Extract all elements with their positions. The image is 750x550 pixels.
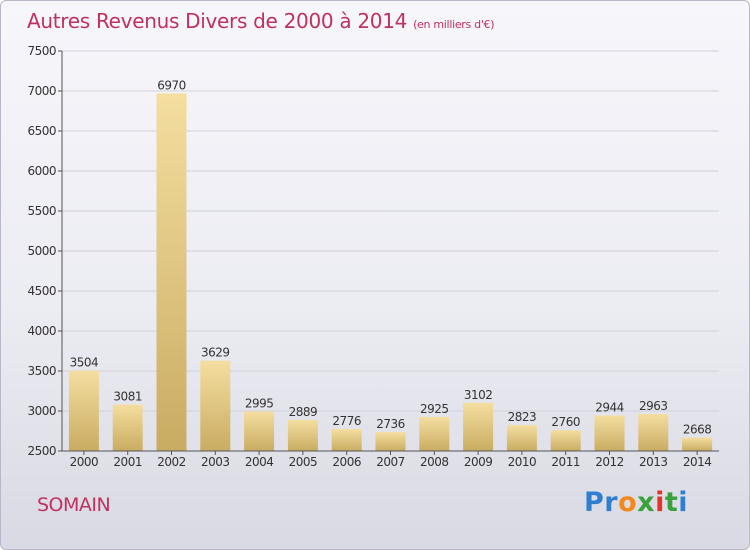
x-tick-label: 2009 [464,455,493,469]
x-tick-label: 2010 [508,455,537,469]
bar-2005 [287,419,318,451]
x-tick-label: 2013 [639,455,668,469]
bar-2014 [682,437,713,451]
y-tick-label: 5000 [27,244,56,258]
x-tick-label: 2004 [245,455,274,469]
proxiti-logo[interactable]: Proxiti [584,487,689,518]
data-label: 3504 [70,356,99,370]
y-tick-label: 4500 [27,284,56,298]
data-label: 2889 [289,405,318,419]
data-label: 2963 [639,399,668,413]
x-tick-label: 2003 [201,455,230,469]
y-tick-label: 7000 [27,84,56,98]
x-tick-label: 2007 [376,455,405,469]
x-tick-label: 2006 [332,455,361,469]
chart-title-text: Autres Revenus Divers de 2000 à 2014 [27,9,408,33]
data-label: 2944 [595,400,624,414]
bar-2004 [244,411,275,451]
x-tick-label: 2012 [595,455,624,469]
x-tick-label: 2002 [157,455,186,469]
bar-2003 [200,360,231,451]
y-tick-label: 5500 [27,204,56,218]
y-tick-label: 3500 [27,364,56,378]
y-tick-label: 7500 [27,44,56,58]
x-tick-label: 2001 [113,455,142,469]
bar-2012 [594,415,625,451]
data-label: 2823 [508,410,537,424]
data-label: 2668 [683,423,712,437]
x-tick-label: 2011 [551,455,580,469]
data-label: 3102 [464,388,493,402]
data-label: 2760 [551,415,580,429]
bar-2011 [550,430,581,451]
y-tick-label: 4000 [27,324,56,338]
data-label: 2736 [376,417,405,431]
bar-2009 [463,402,494,451]
x-tick-label: 2005 [289,455,318,469]
bar-2010 [506,425,537,451]
chart-unit-note: (en milliers d'€) [413,18,495,31]
location-label: SOMAIN [37,494,111,516]
bar-2013 [638,413,669,451]
bar-2001 [112,404,143,451]
bar-2006 [331,428,362,451]
chart-title: Autres Revenus Divers de 2000 à 2014 (en … [27,9,495,33]
data-label: 2776 [332,414,361,428]
bar-2007 [375,432,406,451]
data-label: 6970 [157,78,186,92]
data-label: 2995 [245,396,274,410]
bar-2008 [419,417,450,451]
bar-2000 [68,370,99,451]
x-tick-label: 2000 [70,455,99,469]
y-tick-label: 3000 [27,404,56,418]
data-label: 3629 [201,346,230,360]
y-tick-label: 6000 [27,164,56,178]
y-tick-label: 6500 [27,124,56,138]
data-label: 3081 [113,390,142,404]
x-tick-label: 2014 [683,455,712,469]
y-tick-label: 2500 [27,444,56,458]
data-label: 2925 [420,402,449,416]
x-tick-label: 2008 [420,455,449,469]
bar-2002 [156,93,187,452]
